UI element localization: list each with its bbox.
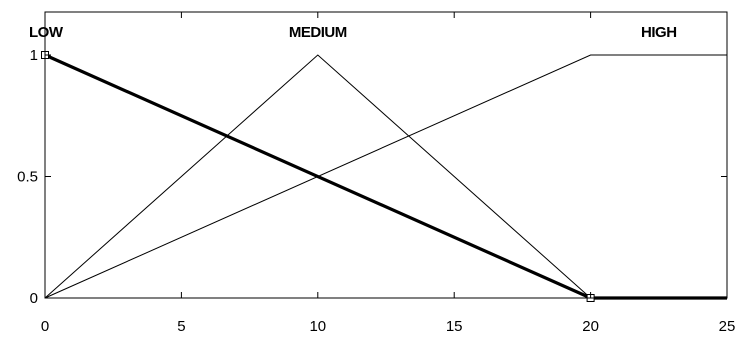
y-tick-label-2: 1 — [30, 47, 38, 64]
x-tick-label-4: 20 — [582, 318, 599, 335]
y-axis-ticks: 00.51 — [17, 47, 727, 307]
y-tick-label-1: 0.5 — [17, 169, 38, 186]
x-tick-label-1: 5 — [177, 318, 185, 335]
y-tick-label-0: 0 — [30, 290, 38, 307]
series-line-high[interactable] — [44, 54, 727, 299]
x-tick-label-2: 10 — [309, 318, 326, 335]
x-tick-label-5: 25 — [719, 318, 736, 335]
plot-area-frame — [44, 11, 728, 299]
x-tick-label-3: 15 — [446, 318, 463, 335]
series-line-low[interactable] — [44, 53, 727, 300]
x-tick-label-0: 0 — [41, 318, 49, 335]
series-line-medium[interactable] — [44, 54, 591, 299]
series-layer — [44, 53, 727, 300]
series-label-high: HIGH — [641, 24, 677, 41]
series-label-low: LOW — [29, 24, 64, 41]
x-axis-ticks: 0 5 10 15 20 25 — [41, 12, 736, 335]
series-label-medium: MEDIUM — [289, 24, 347, 41]
series-labels-layer: LOW MEDIUM HIGH — [29, 24, 677, 41]
